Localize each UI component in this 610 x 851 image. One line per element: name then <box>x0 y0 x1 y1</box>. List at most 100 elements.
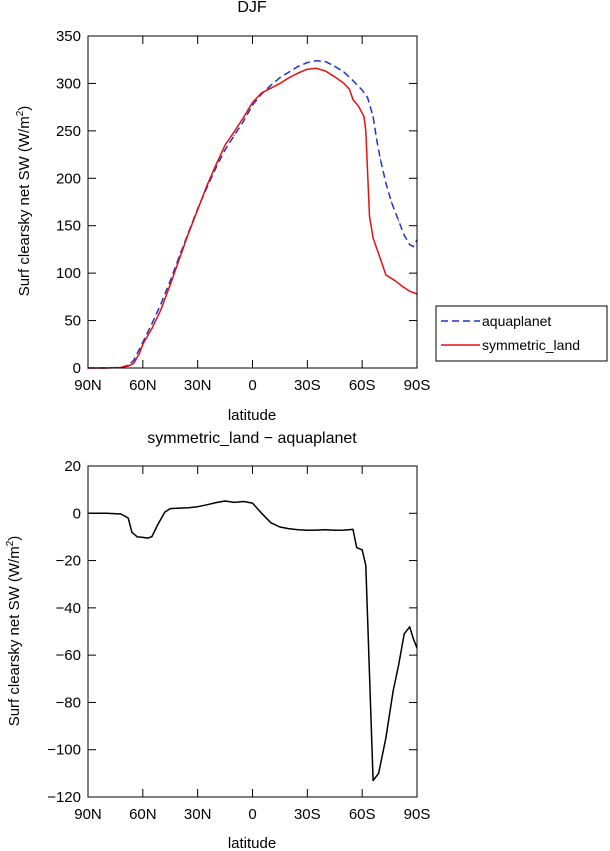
data-point-0-29 <box>361 89 363 91</box>
data-point-0-26 <box>306 529 308 531</box>
x-tick-label-6: 90S <box>404 377 431 394</box>
series-symmetric-land <box>87 67 418 369</box>
y-tick-label-3: −40 <box>56 600 81 617</box>
data-point-1-38 <box>394 280 396 282</box>
data-point-0-27 <box>315 529 318 531</box>
data-point-1-23 <box>297 72 299 74</box>
data-point-1-13 <box>206 185 208 187</box>
data-point-0-35 <box>390 201 392 203</box>
y-tick-label-4: −60 <box>56 647 81 664</box>
bottom-chart-y-axis-label-close: ) <box>6 536 23 541</box>
data-point-1-3 <box>127 365 129 367</box>
x-tick-label-2: 30N <box>184 806 212 823</box>
data-point-1-33 <box>365 130 367 132</box>
data-point-0-4 <box>133 359 135 361</box>
data-point-1-6 <box>142 343 144 345</box>
y-tick-label-7: 350 <box>56 28 81 45</box>
data-point-0-2 <box>120 513 122 515</box>
data-point-1-22 <box>288 77 290 79</box>
data-point-1-14 <box>215 164 217 166</box>
data-point-0-14 <box>224 149 226 151</box>
data-point-1-25 <box>315 67 318 69</box>
legend-box <box>435 305 608 362</box>
data-point-0-30 <box>343 529 345 531</box>
data-point-0-19 <box>242 500 244 503</box>
y-tick-label-2: 100 <box>56 265 81 282</box>
data-point-0-37 <box>385 737 387 739</box>
data-point-0-17 <box>251 104 254 106</box>
data-point-0-38 <box>392 690 394 692</box>
bottom-chart-y-axis-label: Surf clearsky net SW (W/m2) <box>5 536 23 727</box>
data-point-1-26 <box>325 70 327 72</box>
data-point-1-39 <box>401 285 403 287</box>
data-point-0-3 <box>127 517 129 519</box>
data-point-0-28 <box>352 80 354 82</box>
data-point-0-31 <box>372 116 374 118</box>
data-point-0-38 <box>409 244 411 246</box>
data-point-0-24 <box>315 60 318 62</box>
legend: aquaplanet symmetric_land <box>435 305 608 362</box>
x-tick-label-3: 0 <box>248 377 256 394</box>
data-point-0-20 <box>251 502 254 504</box>
data-point-0-15 <box>233 135 235 137</box>
data-point-0-23 <box>306 62 308 64</box>
top-chart-title: DJF <box>237 0 267 16</box>
series-aquaplanet <box>87 59 418 369</box>
top-chart-y-axis-label-close: ) <box>16 106 33 111</box>
data-point-1-31 <box>357 105 360 107</box>
data-point-0-16 <box>215 502 217 504</box>
bottom-chart-plot-frame <box>87 465 418 798</box>
bottom-chart-title: symmetric_land − aquaplanet <box>147 430 357 447</box>
data-point-0-41 <box>409 626 411 628</box>
data-point-1-35 <box>372 237 374 239</box>
data-point-0-5 <box>136 536 138 538</box>
data-point-0-26 <box>334 65 336 67</box>
data-point-0-40 <box>403 633 405 635</box>
data-point-0-27 <box>343 71 345 73</box>
y-tick-label-2: −20 <box>56 553 81 570</box>
data-point-1-4 <box>133 362 135 364</box>
data-point-0-6 <box>151 322 153 324</box>
data-point-1-19 <box>261 92 263 94</box>
top-chart-y-axis-label: Surf clearsky net SW (W/m2) <box>15 106 33 297</box>
data-point-0-33 <box>379 158 381 160</box>
legend-label-aquaplanet: aquaplanet <box>482 313 551 329</box>
legend-label-symmetric-land: symmetric_land <box>482 337 580 353</box>
data-point-0-39 <box>398 664 400 666</box>
x-tick-label-1: 60N <box>129 806 157 823</box>
data-point-1-36 <box>379 258 381 260</box>
bottom-chart-x-axis-label: latitude <box>228 835 276 851</box>
data-point-0-1 <box>105 512 107 514</box>
data-point-0-28 <box>325 529 327 531</box>
data-point-1-24 <box>306 68 308 70</box>
data-point-0-37 <box>403 234 405 236</box>
x-tick-label-4: 30S <box>294 377 321 394</box>
bottom-chart: symmetric_land − aquaplanet Surf clearsk… <box>5 430 430 851</box>
data-point-1-11 <box>187 232 190 234</box>
x-tick-label-6: 90S <box>404 806 431 823</box>
data-point-0-34 <box>385 182 387 184</box>
data-point-1-27 <box>334 76 336 78</box>
top-chart-x-axis-label: latitude <box>228 407 276 424</box>
top-chart: DJF Surf clearsky net SW (W/m2) latitude… <box>15 0 608 424</box>
top-chart-y-axis-label-text: Surf clearsky net SW (W/m <box>16 116 33 296</box>
y-tick-label-1: 50 <box>64 313 81 330</box>
data-point-0-32 <box>356 547 358 549</box>
data-point-0-24 <box>288 528 290 530</box>
data-point-1-16 <box>233 131 235 133</box>
data-point-0-42 <box>412 638 414 640</box>
data-point-1-34 <box>368 215 371 217</box>
data-point-1-29 <box>348 88 350 90</box>
data-point-1-8 <box>160 308 162 310</box>
y-tick-label-1: 0 <box>73 505 81 522</box>
data-point-1-9 <box>169 283 171 286</box>
data-point-1-18 <box>251 101 254 103</box>
data-point-0-21 <box>261 512 263 514</box>
top-chart-axes: 90N 60N 30N 0 30S 60S 90S 0 50 100 150 200 250 300 350 <box>56 28 430 394</box>
data-point-1-15 <box>224 144 226 146</box>
data-point-1-12 <box>197 209 199 211</box>
data-point-0-20 <box>279 77 281 79</box>
data-point-0-11 <box>169 508 171 510</box>
data-point-0-23 <box>279 526 281 528</box>
